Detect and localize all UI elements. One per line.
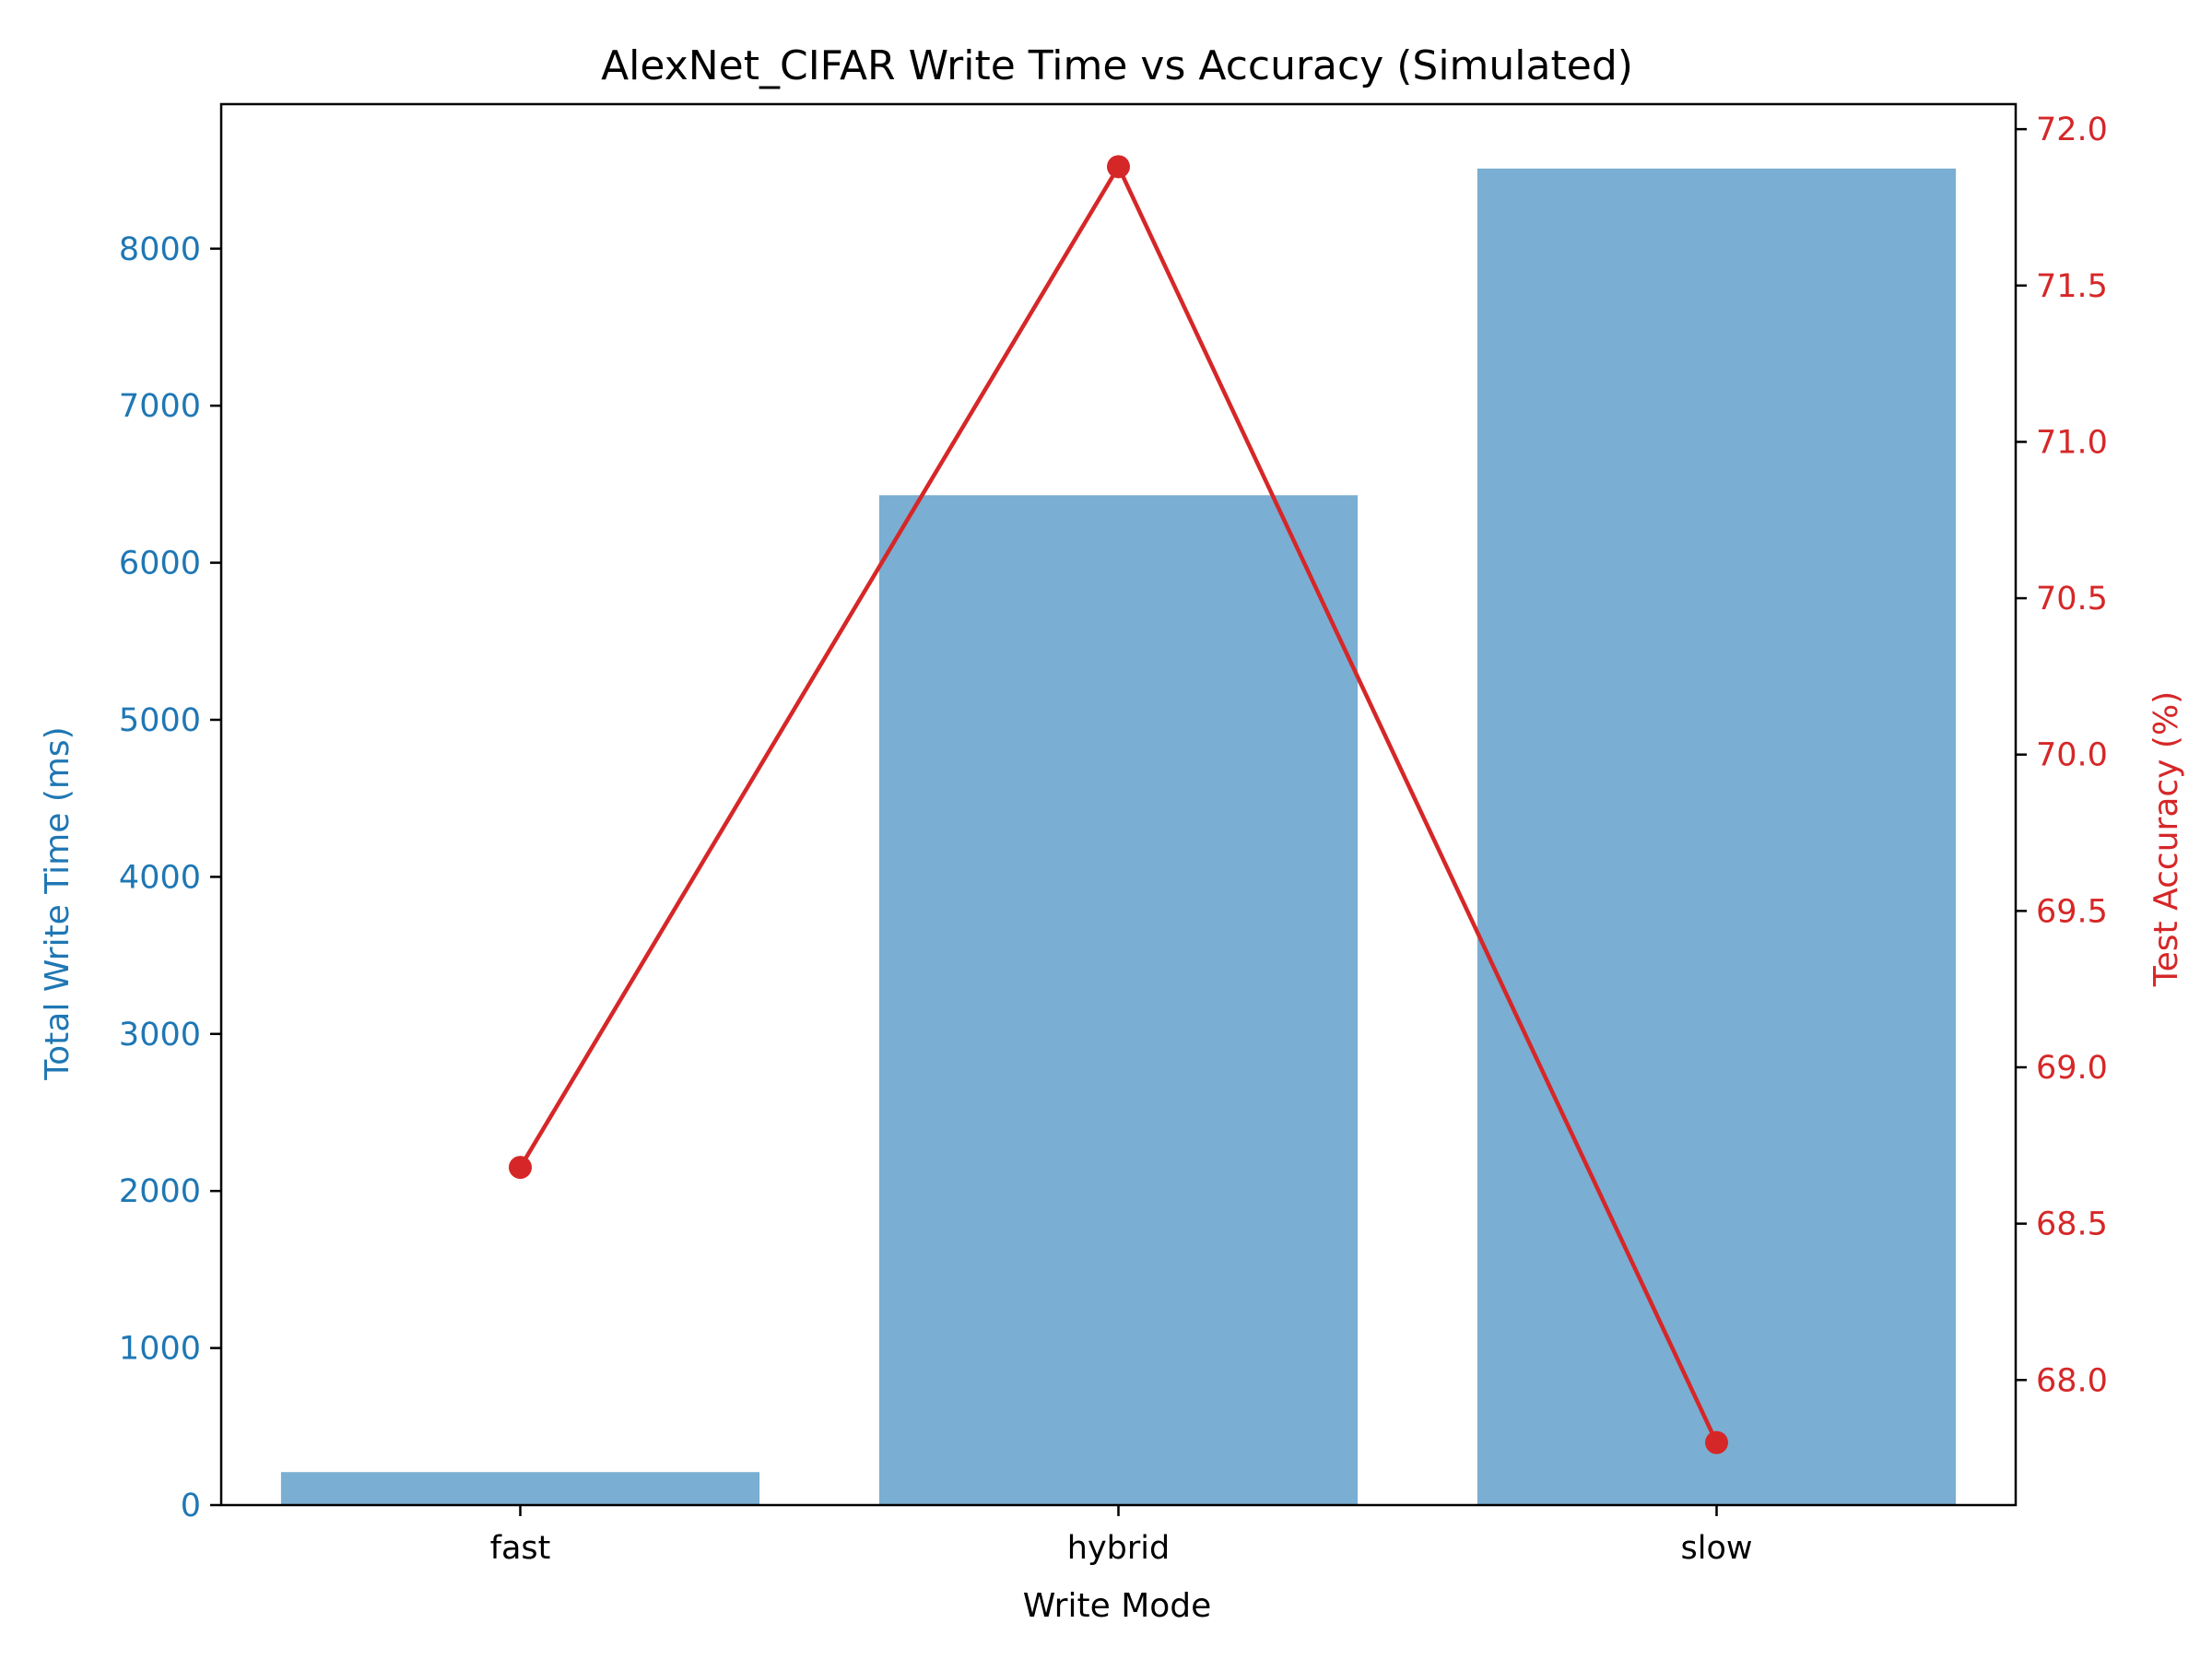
- right-y-tick-label: 68.0: [2036, 1362, 2108, 1399]
- right-y-tick-label: 71.5: [2036, 268, 2108, 305]
- bar-hybrid: [878, 495, 1359, 1505]
- right-y-tick-label: 69.5: [2036, 893, 2108, 930]
- right-y-axis-label: Test Accuracy (%): [2147, 691, 2185, 987]
- accuracy-point-slow: [1705, 1430, 1728, 1454]
- right-y-tick-label: 71.0: [2036, 424, 2108, 461]
- right-y-tick-label: 68.5: [2036, 1206, 2108, 1243]
- left-y-tick-label: 3000: [119, 1017, 201, 1053]
- left-y-tick-label: 6000: [119, 546, 201, 582]
- right-y-tick-label: 70.0: [2036, 737, 2108, 774]
- left-y-tick-label: 4000: [119, 859, 201, 896]
- bar-fast: [280, 1472, 760, 1505]
- accuracy-point-hybrid: [1107, 155, 1130, 179]
- left-y-tick-label: 2000: [119, 1173, 201, 1210]
- left-y-tick-label: 1000: [119, 1331, 201, 1368]
- left-y-tick-label: 7000: [119, 388, 201, 425]
- x-tick-label-hybrid: hybrid: [1067, 1530, 1170, 1567]
- bar-slow: [1477, 168, 1957, 1505]
- left-y-axis-label: Total Write Time (ms): [39, 726, 76, 1080]
- accuracy-point-fast: [509, 1156, 532, 1180]
- accuracy-line-layer: [509, 155, 1728, 1454]
- x-tick-label-slow: slow: [1681, 1530, 1753, 1567]
- right-y-tick-label: 72.0: [2036, 112, 2108, 148]
- left-y-tick-label: 8000: [119, 231, 201, 268]
- x-tick-label-fast: fast: [490, 1530, 551, 1567]
- right-y-tick-label: 69.0: [2036, 1050, 2108, 1087]
- bars-layer: [280, 168, 1957, 1505]
- chart-title: AlexNet_CIFAR Write Time vs Accuracy (Si…: [601, 42, 1633, 89]
- right-y-tick-label: 70.5: [2036, 581, 2108, 618]
- left-y-tick-label: 0: [181, 1488, 201, 1524]
- left-y-tick-label: 5000: [119, 702, 201, 739]
- x-axis-label: Write Mode: [1023, 1587, 1212, 1625]
- axes-layer: 0 1000 2000 3000 4000 5000 6000 7000 8000 68.0 68.…: [119, 102, 2108, 1567]
